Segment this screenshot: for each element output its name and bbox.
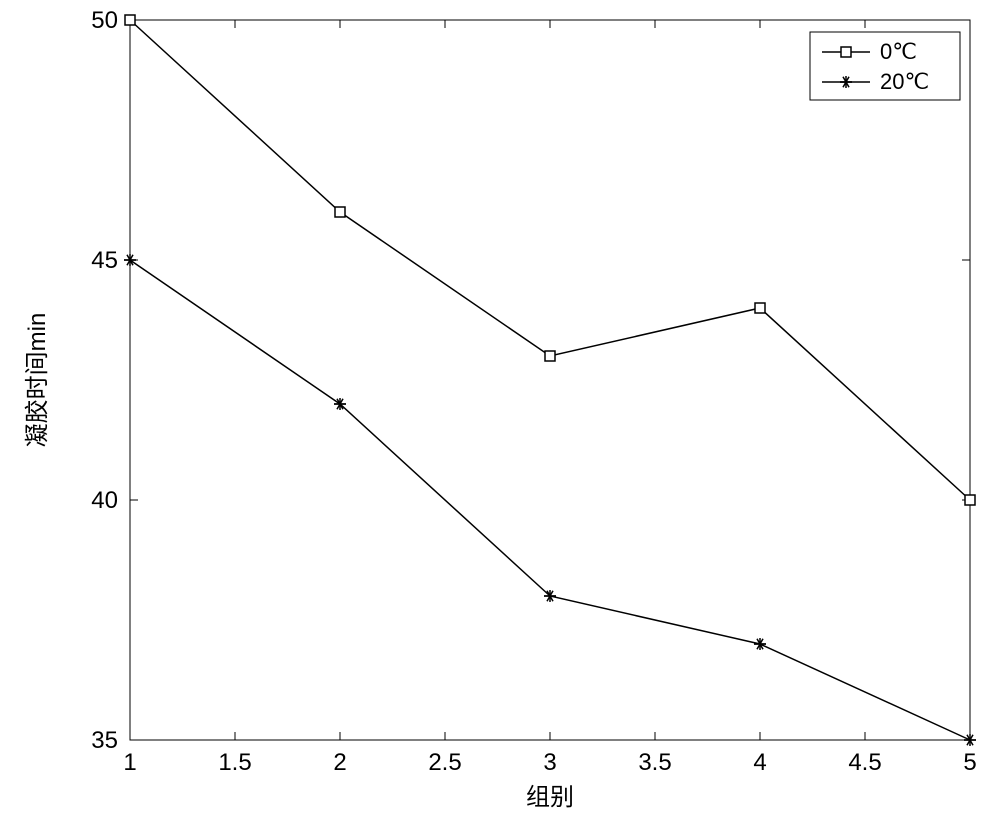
x-axis-label: 组别 [526,784,574,811]
legend-marker [841,47,851,57]
chart-svg: 1 1.5 2 2.5 3 3.5 4 4.5 5 35 40 45 50 组别 凝胶时间min 0℃… [0,0,1000,814]
series-marker [125,15,135,25]
marker-square [545,351,555,361]
x-tick-label: 4 [753,749,766,776]
marker-square [841,47,851,57]
x-tick-label: 5 [963,749,976,776]
series-marker [755,303,765,313]
y-tick-label: 35 [91,727,118,754]
marker-square [335,207,345,217]
y-tick-label: 50 [91,7,118,34]
x-tick-label: 4.5 [848,749,881,776]
x-tick-label: 1.5 [218,749,251,776]
y-axis-label: 凝胶时间min [24,313,51,448]
series-marker [335,207,345,217]
marker-square [965,495,975,505]
series-line [130,260,970,740]
legend-label: 20℃ [880,69,929,94]
y-axis-tick-labels: 35 40 45 50 [91,7,118,754]
y-axis-ticks [130,20,970,740]
x-tick-label: 2.5 [428,749,461,776]
y-tick-label: 45 [91,247,118,274]
marker-square [125,15,135,25]
series-marker [754,638,766,650]
series-group [124,15,976,746]
y-tick-label: 40 [91,487,118,514]
chart-container: 1 1.5 2 2.5 3 3.5 4 4.5 5 35 40 45 50 组别 凝胶时间min 0℃… [0,0,1000,814]
x-axis-ticks [130,20,970,740]
plot-border [130,20,970,740]
x-tick-label: 2 [333,749,346,776]
legend-label: 0℃ [880,39,917,64]
x-tick-label: 1 [123,749,136,776]
series-marker [965,495,975,505]
x-tick-label: 3.5 [638,749,671,776]
x-axis-tick-labels: 1 1.5 2 2.5 3 3.5 4 4.5 5 [123,749,976,776]
marker-square [755,303,765,313]
series-marker [545,351,555,361]
series-marker [124,254,136,266]
x-tick-label: 3 [543,749,556,776]
series-marker [964,734,976,746]
legend: 0℃20℃ [810,32,960,100]
